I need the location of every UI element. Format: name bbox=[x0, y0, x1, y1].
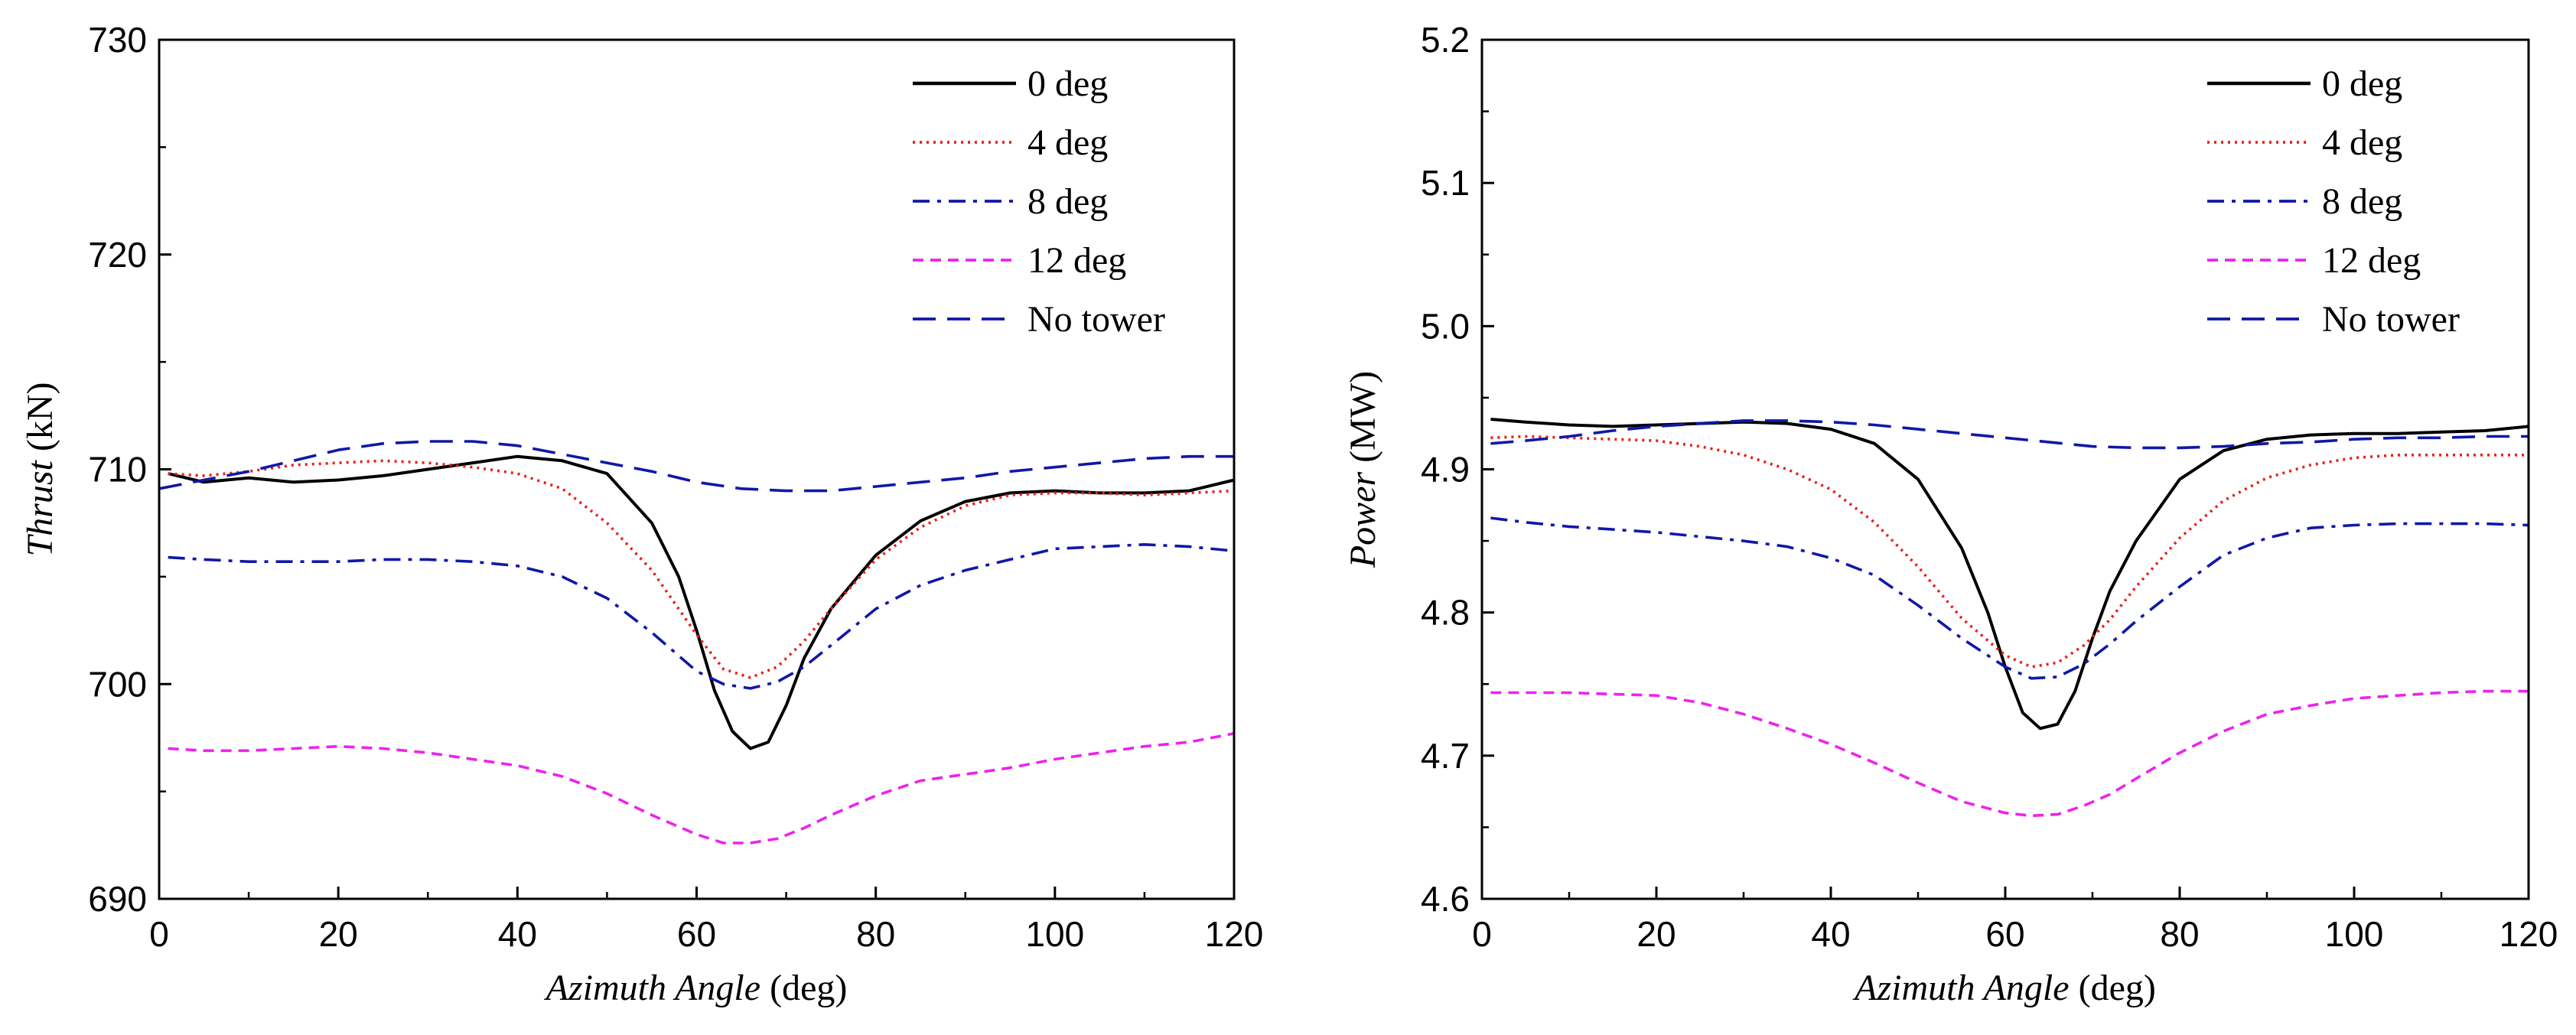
y-axis-label-unit: (kN) bbox=[20, 382, 60, 461]
series-4-deg-line bbox=[168, 459, 1235, 679]
y-tick-label: 730 bbox=[88, 20, 147, 60]
y-tick-label: 4.9 bbox=[1421, 450, 1470, 490]
series-no-tower-line bbox=[1490, 419, 2529, 450]
x-tick-label: 40 bbox=[498, 914, 537, 954]
x-tick-label: 100 bbox=[2325, 914, 2384, 954]
series-12-deg-line bbox=[1490, 689, 2529, 818]
x-axis-label-italic: Azimuth Angle bbox=[1852, 968, 2069, 1008]
x-tick-label: 80 bbox=[856, 914, 895, 954]
x-tick-label: 120 bbox=[1205, 914, 1264, 954]
chart-power: 0 20 40 60 80 100 120 4.6 4.7 4.8 4.9 5.0 5.1 5.2 Azim… bbox=[1343, 20, 2558, 1008]
plot-frame bbox=[158, 38, 1236, 900]
series-8-deg-line bbox=[1490, 516, 2529, 680]
y-tick-label: 4.7 bbox=[1421, 736, 1470, 776]
y-axis-label-italic: Power bbox=[1343, 472, 1383, 569]
x-axis-label-unit: (deg) bbox=[760, 968, 847, 1008]
series-0-deg-line bbox=[1490, 418, 2529, 731]
legend-label: 12 deg bbox=[1027, 240, 1126, 281]
y-axis-label-italic: Thrust bbox=[20, 459, 60, 556]
series-8-deg-line bbox=[168, 543, 1235, 690]
x-tick-label: 80 bbox=[2160, 914, 2199, 954]
x-tick-label: 120 bbox=[2499, 914, 2558, 954]
legend-label: No tower bbox=[2322, 299, 2460, 340]
y-axis-label: Power (MW) bbox=[1343, 371, 1383, 568]
legend-label: 0 deg bbox=[2322, 63, 2402, 104]
y-tick-label: 5.2 bbox=[1421, 20, 1470, 60]
legend-label: No tower bbox=[1027, 299, 1165, 340]
series-no-tower-line bbox=[158, 440, 1234, 493]
legend-label: 8 deg bbox=[1027, 181, 1108, 222]
y-axis-label: Thrust (kN) bbox=[20, 382, 60, 556]
y-tick-label: 700 bbox=[88, 664, 147, 704]
y-tick-label: 720 bbox=[88, 235, 147, 275]
x-tick-label: 40 bbox=[1811, 914, 1850, 954]
x-tick-label: 20 bbox=[319, 914, 358, 954]
legend-label: 4 deg bbox=[2322, 122, 2402, 163]
legend-label: 12 deg bbox=[2322, 240, 2421, 281]
series-0-deg-line bbox=[168, 454, 1235, 750]
x-tick-label: 0 bbox=[1472, 914, 1492, 954]
y-tick-label: 4.8 bbox=[1421, 593, 1470, 633]
legend-label: 8 deg bbox=[2322, 181, 2402, 222]
x-tick-label: 60 bbox=[677, 914, 716, 954]
y-tick-label: 5.0 bbox=[1421, 306, 1470, 346]
x-axis-label: Azimuth Angle (deg) bbox=[1852, 968, 2156, 1008]
y-axis-label-unit: (MW) bbox=[1343, 371, 1383, 472]
series-12-deg-line bbox=[168, 732, 1235, 845]
x-tick-label: 60 bbox=[1985, 914, 2024, 954]
y-tick-label: 710 bbox=[88, 450, 147, 490]
x-axis-label-italic: Azimuth Angle bbox=[544, 968, 760, 1008]
chart-thrust: 0 20 40 60 80 100 120 690 700 710 720 730 Azimuth An… bbox=[20, 20, 1263, 1008]
series-4-deg-line bbox=[1490, 435, 2529, 669]
x-axis-label: Azimuth Angle (deg) bbox=[544, 968, 848, 1008]
x-tick-label: 20 bbox=[1636, 914, 1676, 954]
y-tick-label: 690 bbox=[88, 879, 147, 919]
x-tick-label: 100 bbox=[1025, 914, 1084, 954]
x-tick-label: 0 bbox=[149, 914, 169, 954]
legend-label: 0 deg bbox=[1027, 63, 1108, 104]
y-tick-label: 4.6 bbox=[1421, 879, 1470, 919]
plot-frame bbox=[1480, 38, 2530, 900]
x-axis-label-unit: (deg) bbox=[2070, 968, 2156, 1008]
y-tick-label: 5.1 bbox=[1421, 163, 1470, 203]
legend-label: 4 deg bbox=[1027, 122, 1108, 163]
